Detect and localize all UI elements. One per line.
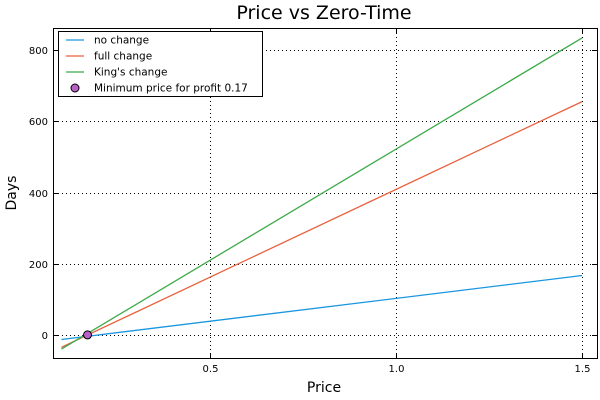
axis-ticks: 0.5 1.0 1.5 0 200 400 600 800 [29,29,597,375]
chart-title: Price vs Zero-Time [236,2,411,24]
legend-box [58,31,263,97]
plot-frame [53,28,598,359]
legend-label-king-s-change: King's change [94,67,167,79]
legend-label-marker: Minimum price for profit 0.17 [94,83,248,95]
y-tick-label: 400 [29,189,48,200]
y-tick-label: 800 [29,46,48,57]
series-line-king-s-change [61,37,583,350]
series-line-no-change [61,274,583,341]
legend-label-full-change: full change [94,51,152,63]
x-tick-label: 0.5 [203,364,219,375]
series-line-full-change [61,101,583,348]
legend-swatch-marker [70,83,80,93]
y-tick-label: 600 [29,117,48,128]
y-axis-label: Days [4,176,20,211]
legend-label-no-change: no change [94,35,149,47]
x-tick-label: 1.0 [389,364,405,375]
x-tick-label: 1.5 [575,364,591,375]
x-axis-label: Price [307,380,341,396]
minimum-price-marker [83,330,92,340]
grid-lines [54,29,597,358]
series-lines [61,37,583,350]
y-tick-label: 200 [29,260,48,271]
legend: no change full change King's change Minimum… [58,31,263,97]
marker-layer [83,330,92,340]
y-tick-label: 0 [42,331,48,342]
